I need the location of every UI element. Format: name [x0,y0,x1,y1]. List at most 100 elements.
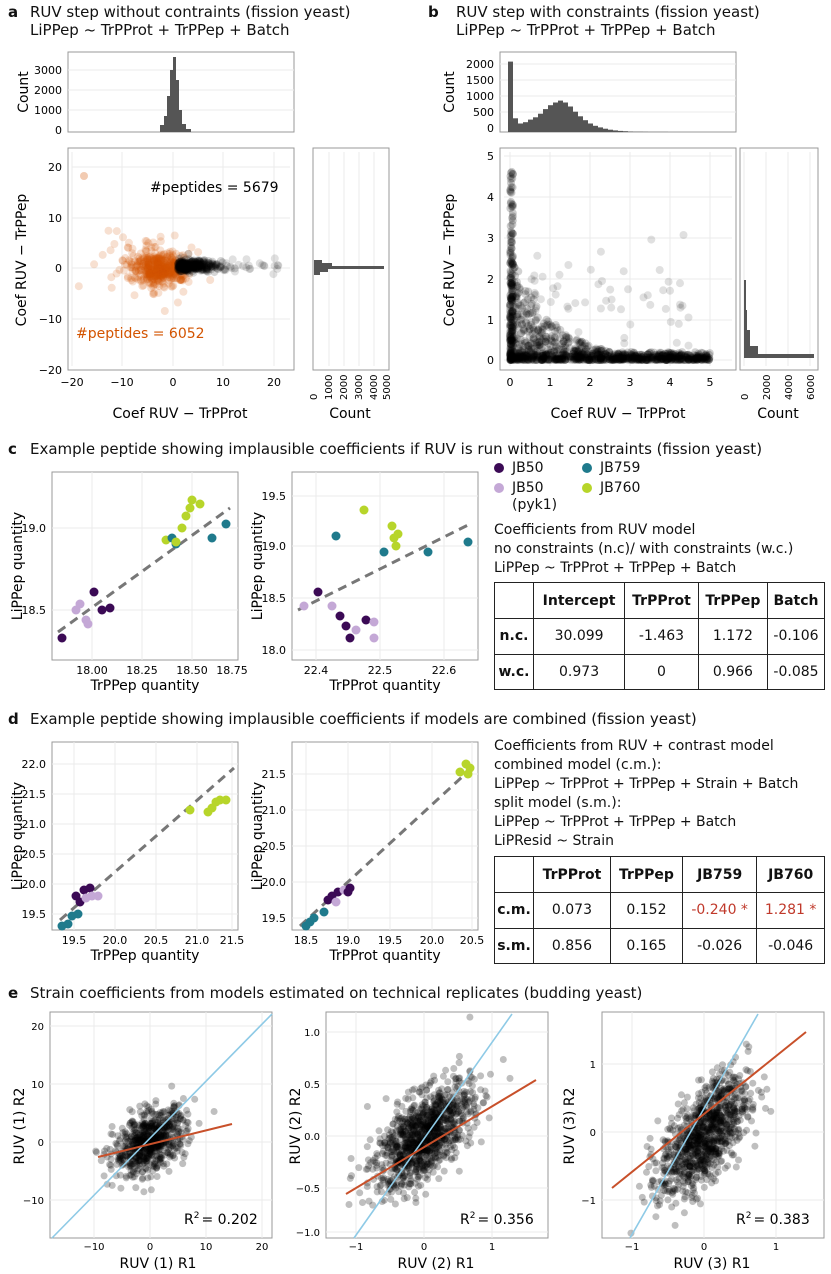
panel-d-text2: combined model (c.m.): [494,757,662,773]
scatter-point [191,264,200,273]
scatter-point [148,1148,156,1156]
scatter-point [547,336,556,345]
histogram-bar [538,113,543,132]
scatter-point [184,264,193,273]
panel-a-top-ylabel: Count [16,71,32,113]
scatter-point [93,1148,100,1156]
panel-b-ytick-4: 1 [487,314,494,327]
scatter-point [507,254,516,263]
scatter-point [169,1126,177,1134]
scatter-point [128,1118,136,1126]
scatter-point [165,273,174,282]
scatter-point [147,265,155,274]
panel-b-xtick-2: 2 [587,376,594,389]
scatter-point [575,351,584,360]
scatter-point [193,259,202,268]
scatter-point [513,310,522,319]
scatter-point [199,258,208,267]
scatter-point [663,356,672,364]
scatter-point [544,339,553,348]
scatter-point [176,265,185,274]
scatter-point [169,1109,177,1117]
scatter-point [123,1130,131,1137]
scatter-point [529,295,538,304]
scatter-point [623,348,632,357]
scatter-point [506,330,514,339]
scatter-point [584,354,593,362]
scatter-point [181,266,190,275]
scatter-point [116,1171,124,1179]
scatter-point [508,293,517,301]
scatter-point [444,1078,452,1086]
scatter-point [662,352,671,361]
scatter-point [664,348,673,357]
scatter-point [127,1135,135,1143]
scatter-point [521,297,530,306]
scatter-point [122,260,131,269]
table-cell: 0 [624,653,699,690]
scatter-point [116,1153,124,1161]
scatter-point [140,266,149,275]
scatter-point [136,1131,144,1139]
scatter-point [542,351,551,360]
scatter-point [669,356,678,364]
scatter-point [165,1120,173,1128]
scatter-point [508,313,517,322]
scatter-point [552,355,561,364]
data-point [361,615,371,625]
scatter-point [627,350,636,359]
panel-e-p1-ytick-1: 10 [31,1080,44,1091]
scatter-point [137,1126,145,1134]
scatter-point [620,354,629,363]
histogram-bar [578,116,583,132]
scatter-point [157,1159,165,1167]
scatter-point [142,1164,150,1172]
scatter-point [145,256,154,264]
table-d-header-3: JB759 [682,856,758,893]
scatter-point [127,1133,135,1141]
scatter-point [508,170,517,179]
scatter-point [162,267,171,276]
scatter-point [154,259,163,268]
histogram-bar [518,123,523,132]
scatter-point [147,258,156,267]
scatter-point [152,261,161,270]
scatter-point [139,276,148,285]
scatter-point [605,348,614,357]
scatter-point [123,1152,131,1160]
scatter-point [656,354,664,363]
scatter-point [523,355,532,364]
scatter-point [198,265,207,274]
scatter-point [535,341,544,350]
scatter-point [143,1152,151,1160]
scatter-point [675,356,684,364]
scatter-point [643,291,652,300]
scatter-point [607,303,616,312]
scatter-point [528,354,537,363]
histogram-bar [593,125,598,132]
scatter-point [159,273,168,281]
scatter-point [177,266,186,275]
scatter-point [516,352,525,361]
scatter-point [506,354,515,363]
scatter-point [103,1144,111,1152]
scatter-point [701,353,710,362]
scatter-point [508,202,517,211]
scatter-point [693,355,701,364]
scatter-point [508,270,517,279]
scatter-point [689,355,697,364]
scatter-point [546,355,555,364]
histogram-bar [548,105,553,132]
scatter-point [506,175,515,184]
scatter-point [128,266,137,275]
data-point [345,883,355,893]
scatter-point [174,259,183,268]
scatter-point [140,258,148,267]
scatter-point [538,350,547,359]
scatter-point [553,351,561,360]
scatter-point [148,274,157,283]
scatter-point [429,1168,437,1176]
scatter-point [506,355,515,364]
scatter-point [139,1168,146,1176]
scatter-point [122,1174,130,1182]
